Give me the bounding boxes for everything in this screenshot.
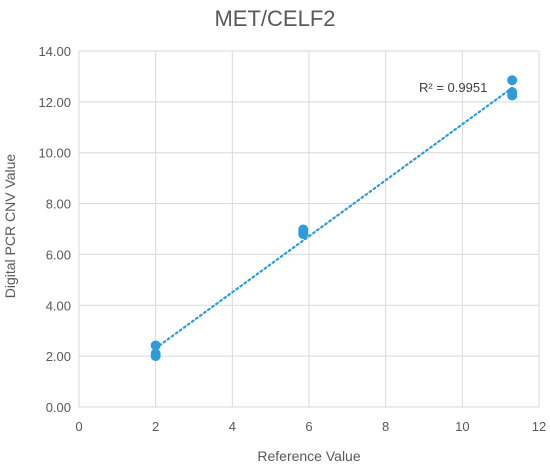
y-tick-label: 4.00 bbox=[46, 298, 71, 313]
y-tick-label: 14.00 bbox=[38, 44, 71, 59]
y-tick-label: 2.00 bbox=[46, 349, 71, 364]
x-tick-label: 12 bbox=[532, 419, 546, 434]
x-tick-label: 10 bbox=[455, 419, 469, 434]
y-tick-label: 12.00 bbox=[38, 95, 71, 110]
chart-title: MET/CELF2 bbox=[214, 6, 336, 31]
y-tick-label: 10.00 bbox=[38, 146, 71, 161]
data-point bbox=[507, 75, 518, 86]
r-squared-annotation: R² = 0.9951 bbox=[419, 80, 488, 95]
x-axis-label: Reference Value bbox=[257, 448, 361, 464]
data-point bbox=[507, 90, 518, 101]
x-tick-label: 0 bbox=[75, 419, 82, 434]
trendline bbox=[154, 86, 514, 350]
x-tick-label: 2 bbox=[152, 419, 159, 434]
y-axis-label: Digital PCR CNV Value bbox=[2, 153, 18, 299]
y-tick-label: 0.00 bbox=[46, 400, 71, 415]
x-tick-label: 6 bbox=[305, 419, 312, 434]
y-tick-label: 8.00 bbox=[46, 197, 71, 212]
data-point bbox=[298, 229, 309, 240]
x-tick-label: 4 bbox=[229, 419, 236, 434]
data-point bbox=[150, 351, 161, 362]
y-tick-label: 6.00 bbox=[46, 247, 71, 262]
x-tick-label: 8 bbox=[382, 419, 389, 434]
